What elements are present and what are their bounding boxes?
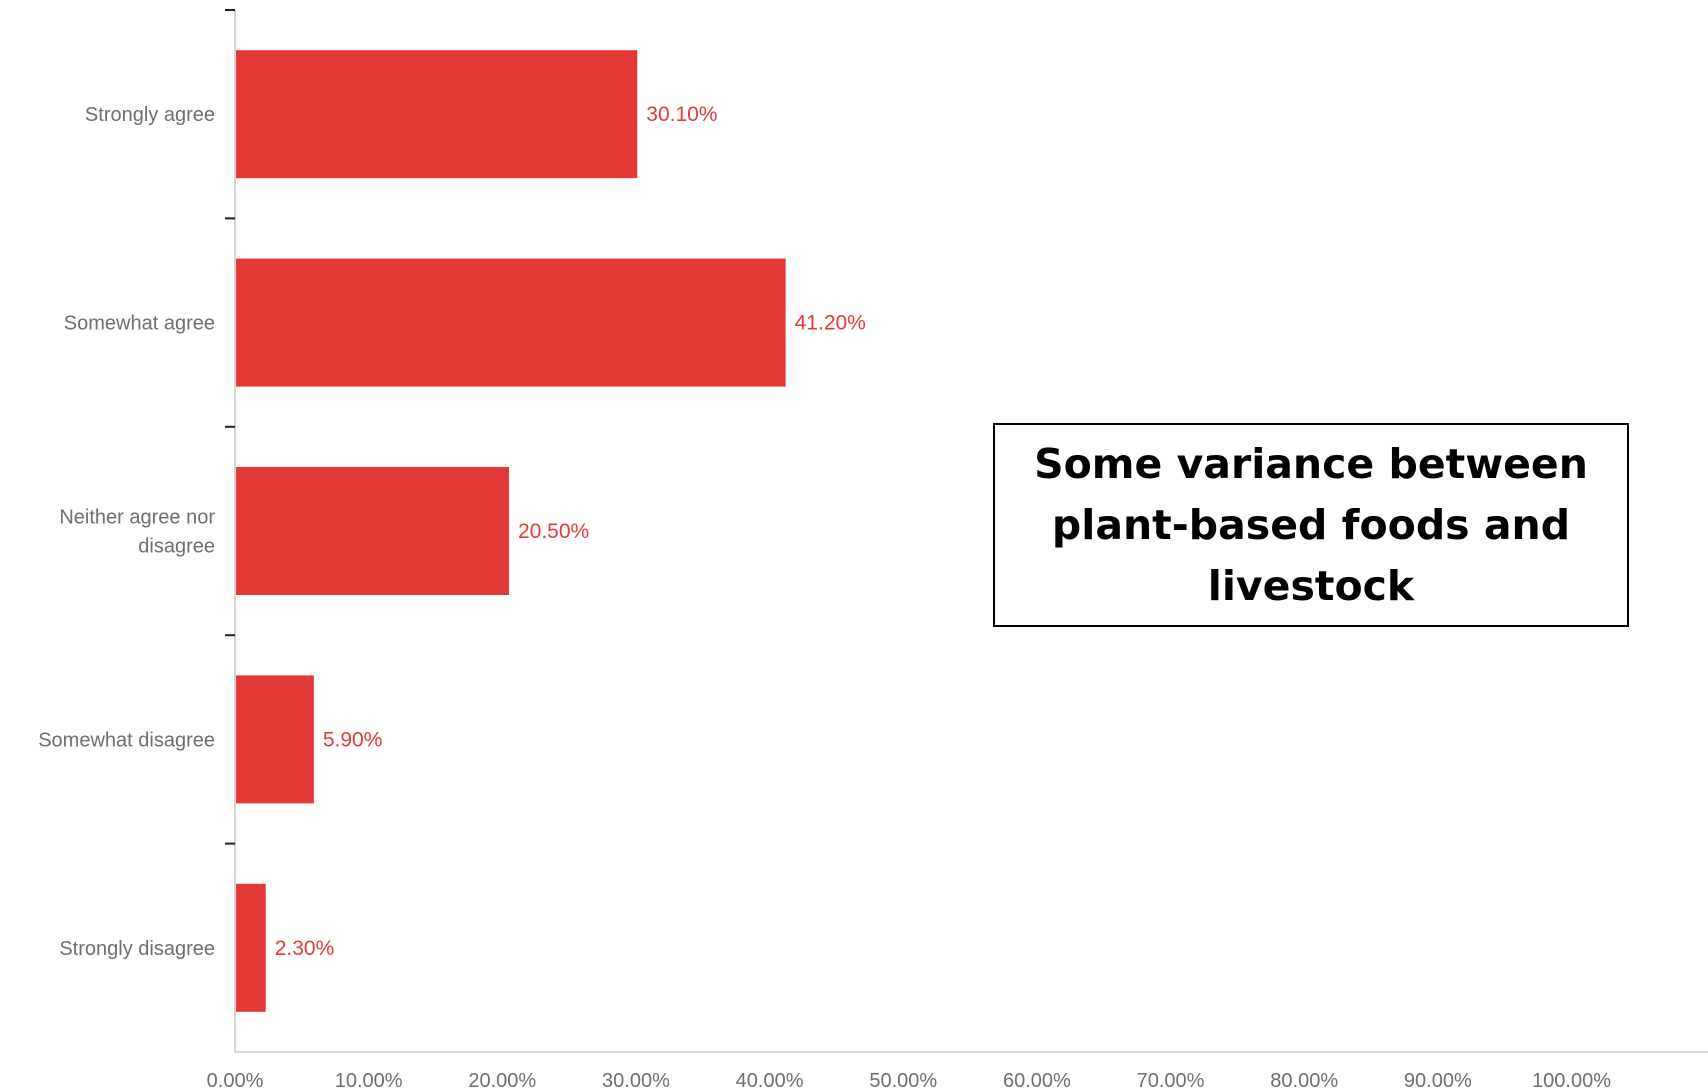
x-tick-label: 80.00% bbox=[1270, 1070, 1338, 1091]
bar bbox=[236, 50, 638, 179]
category-label: Strongly agree bbox=[85, 104, 215, 126]
data-label: 30.10% bbox=[646, 103, 717, 126]
x-tick-label: 20.00% bbox=[468, 1070, 536, 1091]
data-label: 20.50% bbox=[518, 520, 589, 543]
data-label: 41.20% bbox=[795, 312, 866, 335]
x-tick-label: 70.00% bbox=[1137, 1070, 1205, 1091]
category-label: Somewhat agree bbox=[64, 313, 215, 335]
bar bbox=[236, 883, 266, 1012]
bar bbox=[236, 467, 509, 595]
callout-text: Some variance between plant-based foods … bbox=[1034, 439, 1588, 610]
x-tick-label: 30.00% bbox=[602, 1070, 670, 1091]
x-tick-label: 40.00% bbox=[736, 1070, 804, 1091]
x-tick-label: 90.00% bbox=[1404, 1070, 1472, 1091]
data-label: 2.30% bbox=[275, 937, 335, 960]
category-label: Somewhat disagree bbox=[38, 729, 215, 751]
x-tick-label: 10.00% bbox=[335, 1070, 403, 1091]
bar bbox=[236, 258, 786, 387]
category-label: Neither agree nor bbox=[59, 507, 215, 529]
x-tick-label: 0.00% bbox=[207, 1070, 264, 1091]
x-tick-label: 50.00% bbox=[869, 1070, 937, 1091]
data-label: 5.90% bbox=[323, 728, 383, 751]
x-tick-label: 100.00% bbox=[1532, 1070, 1611, 1091]
bar bbox=[236, 675, 314, 804]
callout-box: Some variance between plant-based foods … bbox=[993, 423, 1629, 627]
x-tick-label: 60.00% bbox=[1003, 1070, 1071, 1091]
category-label: disagree bbox=[138, 536, 215, 558]
category-label: Strongly disagree bbox=[59, 938, 215, 960]
